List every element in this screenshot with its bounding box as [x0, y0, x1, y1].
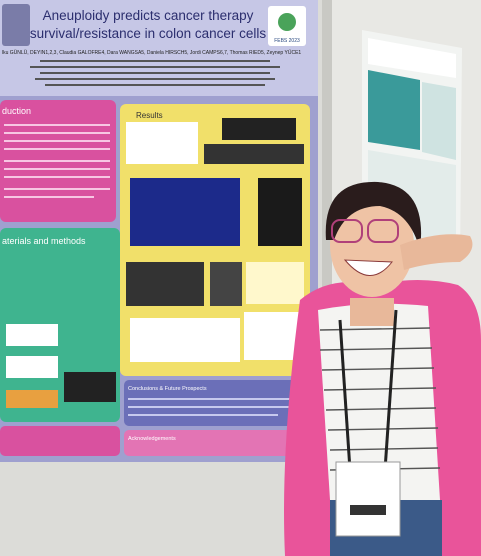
figure [210, 262, 242, 306]
badge-barcode [350, 505, 386, 515]
badge [335, 461, 401, 537]
text-line [4, 176, 110, 178]
text-line [128, 414, 278, 416]
affiliation-lines [30, 60, 280, 86]
neck [350, 298, 394, 326]
logo-mark [278, 13, 296, 31]
figure [6, 356, 58, 378]
poster-title: survival/resistance in colon cancer cell… [30, 26, 267, 41]
text-line [4, 132, 110, 134]
logo-text: FEBS 2023 [274, 38, 300, 44]
text-line [4, 168, 110, 170]
figure [258, 178, 302, 246]
stripe [321, 367, 435, 371]
hand [400, 234, 473, 270]
stripe [323, 387, 437, 391]
text-line [4, 160, 110, 162]
section-heading: duction [2, 106, 31, 116]
panel-edge [322, 0, 332, 556]
acknowledgements-box [124, 430, 302, 456]
text-line [4, 188, 110, 190]
section-heading: aterials and methods [2, 236, 86, 246]
figure [130, 178, 240, 246]
text-line [35, 78, 275, 80]
main-poster: FEBS 2023 Aneuploidy predicts cancer the… [0, 0, 318, 462]
stripe [319, 327, 431, 331]
university-logo [2, 4, 30, 46]
poster-block [422, 82, 456, 160]
lanyard [338, 319, 352, 471]
text-line [4, 196, 94, 198]
text-line [4, 124, 110, 126]
figure [126, 262, 204, 306]
figure [6, 390, 58, 408]
smile [343, 259, 393, 276]
text-line [128, 406, 296, 408]
figure [6, 324, 58, 346]
poster-authors: lku GÜNLÜ, DEYIN1,2,3, Claudia GALOFRE4,… [2, 49, 301, 56]
stripe [325, 407, 437, 411]
figure [64, 372, 116, 402]
section-heading: Acknowledgements [128, 436, 176, 442]
poster-block [368, 70, 420, 150]
text-line [128, 398, 296, 400]
poster-title: Aneuploidy predicts cancer therapy [43, 8, 254, 23]
footer-box [0, 426, 120, 456]
glasses [331, 219, 363, 243]
text-line [40, 60, 270, 62]
figure [222, 118, 296, 140]
poster-header [368, 38, 456, 78]
text-line [30, 66, 280, 68]
figure [246, 262, 304, 304]
text-line [45, 84, 265, 86]
stripe [319, 347, 433, 351]
text-line [40, 72, 270, 74]
section-heading: Results [136, 111, 163, 120]
figure [126, 122, 198, 164]
figure [204, 144, 304, 164]
intro-text [4, 124, 110, 198]
text-line [4, 148, 110, 150]
lanyard [383, 309, 398, 471]
figure [130, 318, 240, 362]
text-line [4, 140, 110, 142]
conclusions-text [128, 398, 296, 416]
section-heading: Conclusions & Future Prospects [128, 386, 207, 392]
hair [325, 181, 422, 250]
glasses [367, 219, 399, 243]
person [284, 181, 481, 556]
